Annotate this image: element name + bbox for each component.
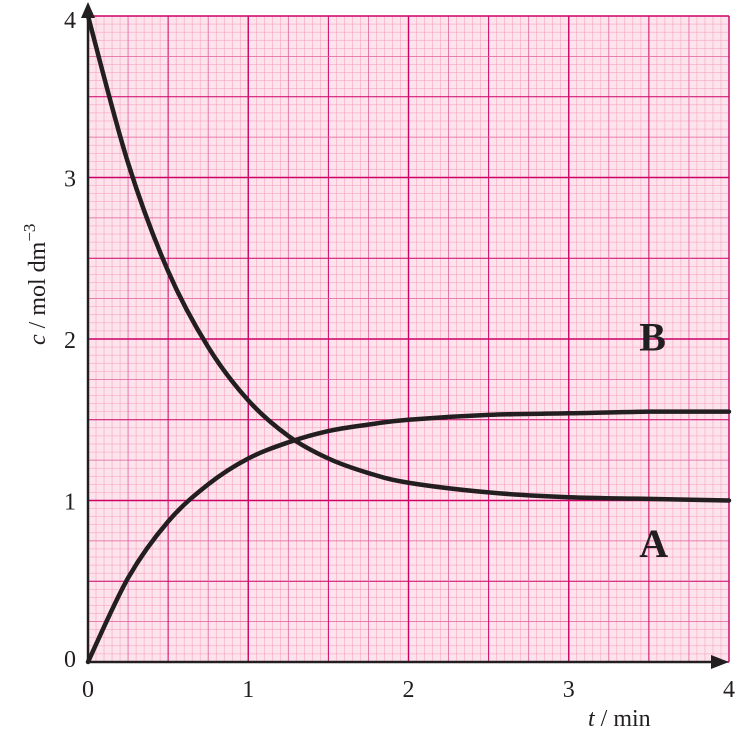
x-axis-unit: / min — [595, 706, 651, 732]
y-tick-labels: 0 1 2 3 4 — [64, 8, 76, 673]
x-tick-label: 2 — [403, 677, 415, 703]
y-tick-label: 4 — [64, 8, 76, 34]
series-labels: AB — [639, 314, 668, 566]
y-axis-unit-exponent: −3 — [20, 224, 39, 242]
y-tick-label: 2 — [64, 328, 76, 354]
y-tick-label: 0 — [64, 647, 76, 673]
y-axis-label: c / mol dm−3 — [20, 224, 51, 345]
grid-major — [87, 15, 730, 663]
y-axis-arrow — [81, 2, 95, 18]
x-tick-label: 4 — [723, 677, 735, 703]
x-tick-label: 3 — [563, 677, 575, 703]
y-axis-unit: / mol dm — [25, 241, 51, 334]
x-tick-label: 0 — [82, 677, 94, 703]
axes — [81, 2, 729, 669]
y-tick-label: 3 — [64, 167, 76, 193]
series-label-a: A — [639, 521, 668, 566]
series-line-a — [85, 13, 732, 503]
y-tick-label: 1 — [64, 490, 76, 516]
x-tick-labels: 0 1 2 3 4 — [82, 677, 735, 703]
curves — [85, 13, 732, 665]
x-tick-label: 1 — [242, 677, 254, 703]
x-axis-label: t / min — [588, 706, 651, 732]
series-label-b: B — [639, 314, 666, 359]
x-axis-variable: t — [588, 706, 596, 732]
y-axis-variable: c — [25, 334, 51, 345]
x-axis-arrow — [711, 655, 729, 669]
series-line-b — [85, 409, 732, 665]
